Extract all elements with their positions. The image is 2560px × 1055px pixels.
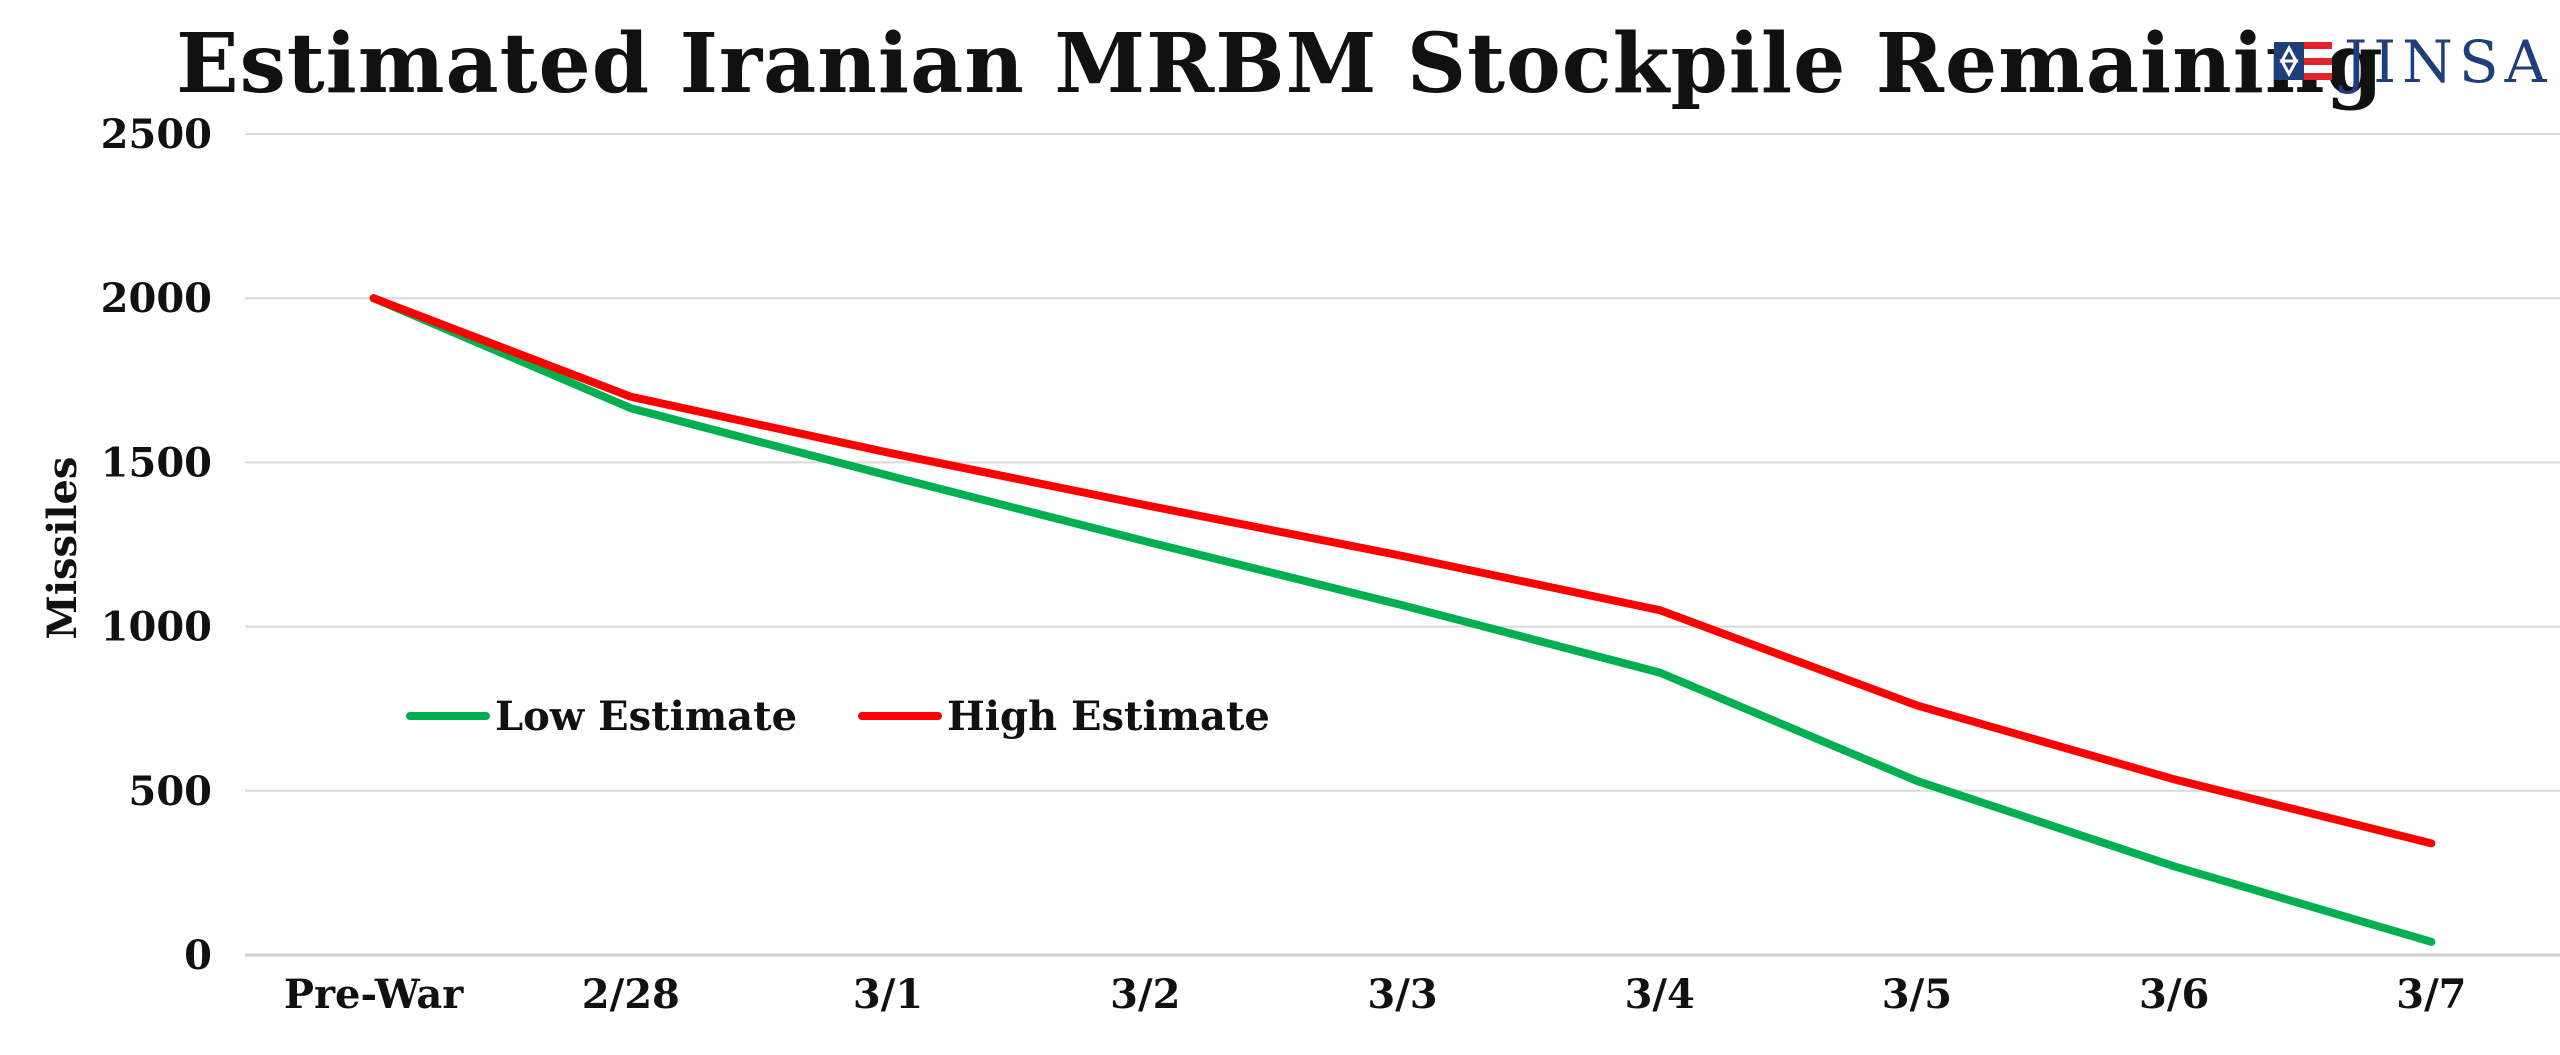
y-axis-label: Missiles bbox=[39, 457, 86, 640]
x-tick-label-3-7: 3/7 bbox=[2396, 971, 2466, 1018]
x-tick-label-3-4: 3/4 bbox=[1625, 971, 1695, 1018]
chart-title: Estimated Iranian MRBM Stockpile Remaini… bbox=[176, 16, 2384, 112]
series-line-low-estimate bbox=[374, 298, 2432, 942]
y-tick-label-0: 0 bbox=[184, 932, 212, 979]
series-line-high-estimate bbox=[374, 298, 2432, 843]
x-tick-label-3-5: 3/5 bbox=[1882, 971, 1952, 1018]
legend-label-high-estimate: High Estimate bbox=[947, 693, 1270, 740]
logo-flag-icon bbox=[2274, 42, 2332, 80]
x-tick-label-3-3: 3/3 bbox=[1367, 971, 1437, 1018]
x-tick-label-2-28: 2/28 bbox=[582, 971, 680, 1018]
y-tick-label-1000: 1000 bbox=[101, 604, 212, 651]
y-axis-tick-labels: 0 500 1000 1500 2000 2500 bbox=[101, 111, 212, 979]
chart-series bbox=[374, 298, 2432, 942]
y-tick-label-500: 500 bbox=[129, 768, 213, 815]
chart-legend: Low Estimate High Estimate bbox=[410, 693, 1270, 740]
y-tick-label-2500: 2500 bbox=[101, 111, 212, 158]
y-tick-label-1500: 1500 bbox=[101, 439, 212, 486]
x-tick-label-3-2: 3/2 bbox=[1110, 971, 1180, 1018]
x-tick-label-pre-war: Pre-War bbox=[284, 971, 464, 1018]
x-axis-tick-labels: Pre-War 2/28 3/1 3/2 3/3 3/4 3/5 3/6 3/7 bbox=[284, 971, 2467, 1018]
grid-lines bbox=[245, 134, 2560, 955]
legend-label-low-estimate: Low Estimate bbox=[495, 693, 797, 740]
logo-text: JINSA bbox=[2339, 28, 2553, 96]
x-tick-label-3-1: 3/1 bbox=[853, 971, 923, 1018]
x-tick-label-3-6: 3/6 bbox=[2139, 971, 2209, 1018]
y-tick-label-2000: 2000 bbox=[101, 275, 212, 322]
